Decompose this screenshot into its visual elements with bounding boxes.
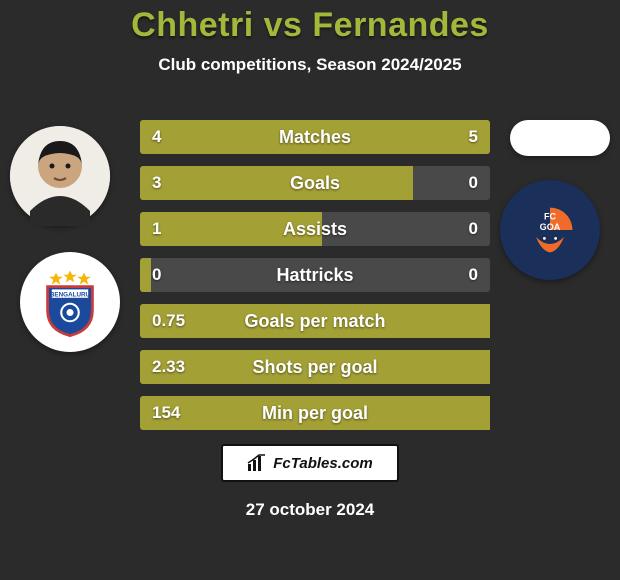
svg-text:GOA: GOA xyxy=(540,222,561,232)
title-vs: vs xyxy=(264,6,303,44)
club-left-crest: BENGALURU xyxy=(20,252,120,352)
title-player-left: Chhetri xyxy=(131,6,254,44)
stat-row: 45Matches xyxy=(140,120,490,154)
chart-icon xyxy=(247,454,267,472)
crest-right-icon: FC GOA xyxy=(515,195,585,265)
crest-left-icon: BENGALURU xyxy=(35,267,105,337)
stat-label: Assists xyxy=(140,212,490,246)
title-player-right: Fernandes xyxy=(312,6,488,44)
stat-label: Goals xyxy=(140,166,490,200)
date-label: 27 october 2024 xyxy=(0,500,620,520)
page-title: Chhetri vs Fernandes xyxy=(0,0,620,45)
svg-text:BENGALURU: BENGALURU xyxy=(50,291,91,298)
avatar-placeholder-icon xyxy=(10,126,110,226)
stats-bars: 45Matches 30Goals 10Assists 00Hattricks 0.75… xyxy=(140,120,490,442)
player-left-avatar xyxy=(10,126,110,226)
stat-label: Goals per match xyxy=(140,304,490,338)
source-badge[interactable]: FcTables.com xyxy=(221,444,399,482)
stat-label: Shots per goal xyxy=(140,350,490,384)
stat-row: 2.33Shots per goal xyxy=(140,350,490,384)
stat-row: 0.75Goals per match xyxy=(140,304,490,338)
svg-text:FC: FC xyxy=(544,212,557,222)
club-right-crest: FC GOA xyxy=(500,180,600,280)
stat-row: 154Min per goal xyxy=(140,396,490,430)
stat-label: Hattricks xyxy=(140,258,490,292)
comparison-card: Chhetri vs Fernandes Club competitions, … xyxy=(0,0,620,580)
stat-row: 10Assists xyxy=(140,212,490,246)
stat-label: Matches xyxy=(140,120,490,154)
stat-row: 00Hattricks xyxy=(140,258,490,292)
stat-row: 30Goals xyxy=(140,166,490,200)
stat-label: Min per goal xyxy=(140,396,490,430)
subtitle: Club competitions, Season 2024/2025 xyxy=(0,55,620,75)
player-right-avatar xyxy=(510,120,610,156)
source-badge-text: FcTables.com xyxy=(273,455,372,472)
